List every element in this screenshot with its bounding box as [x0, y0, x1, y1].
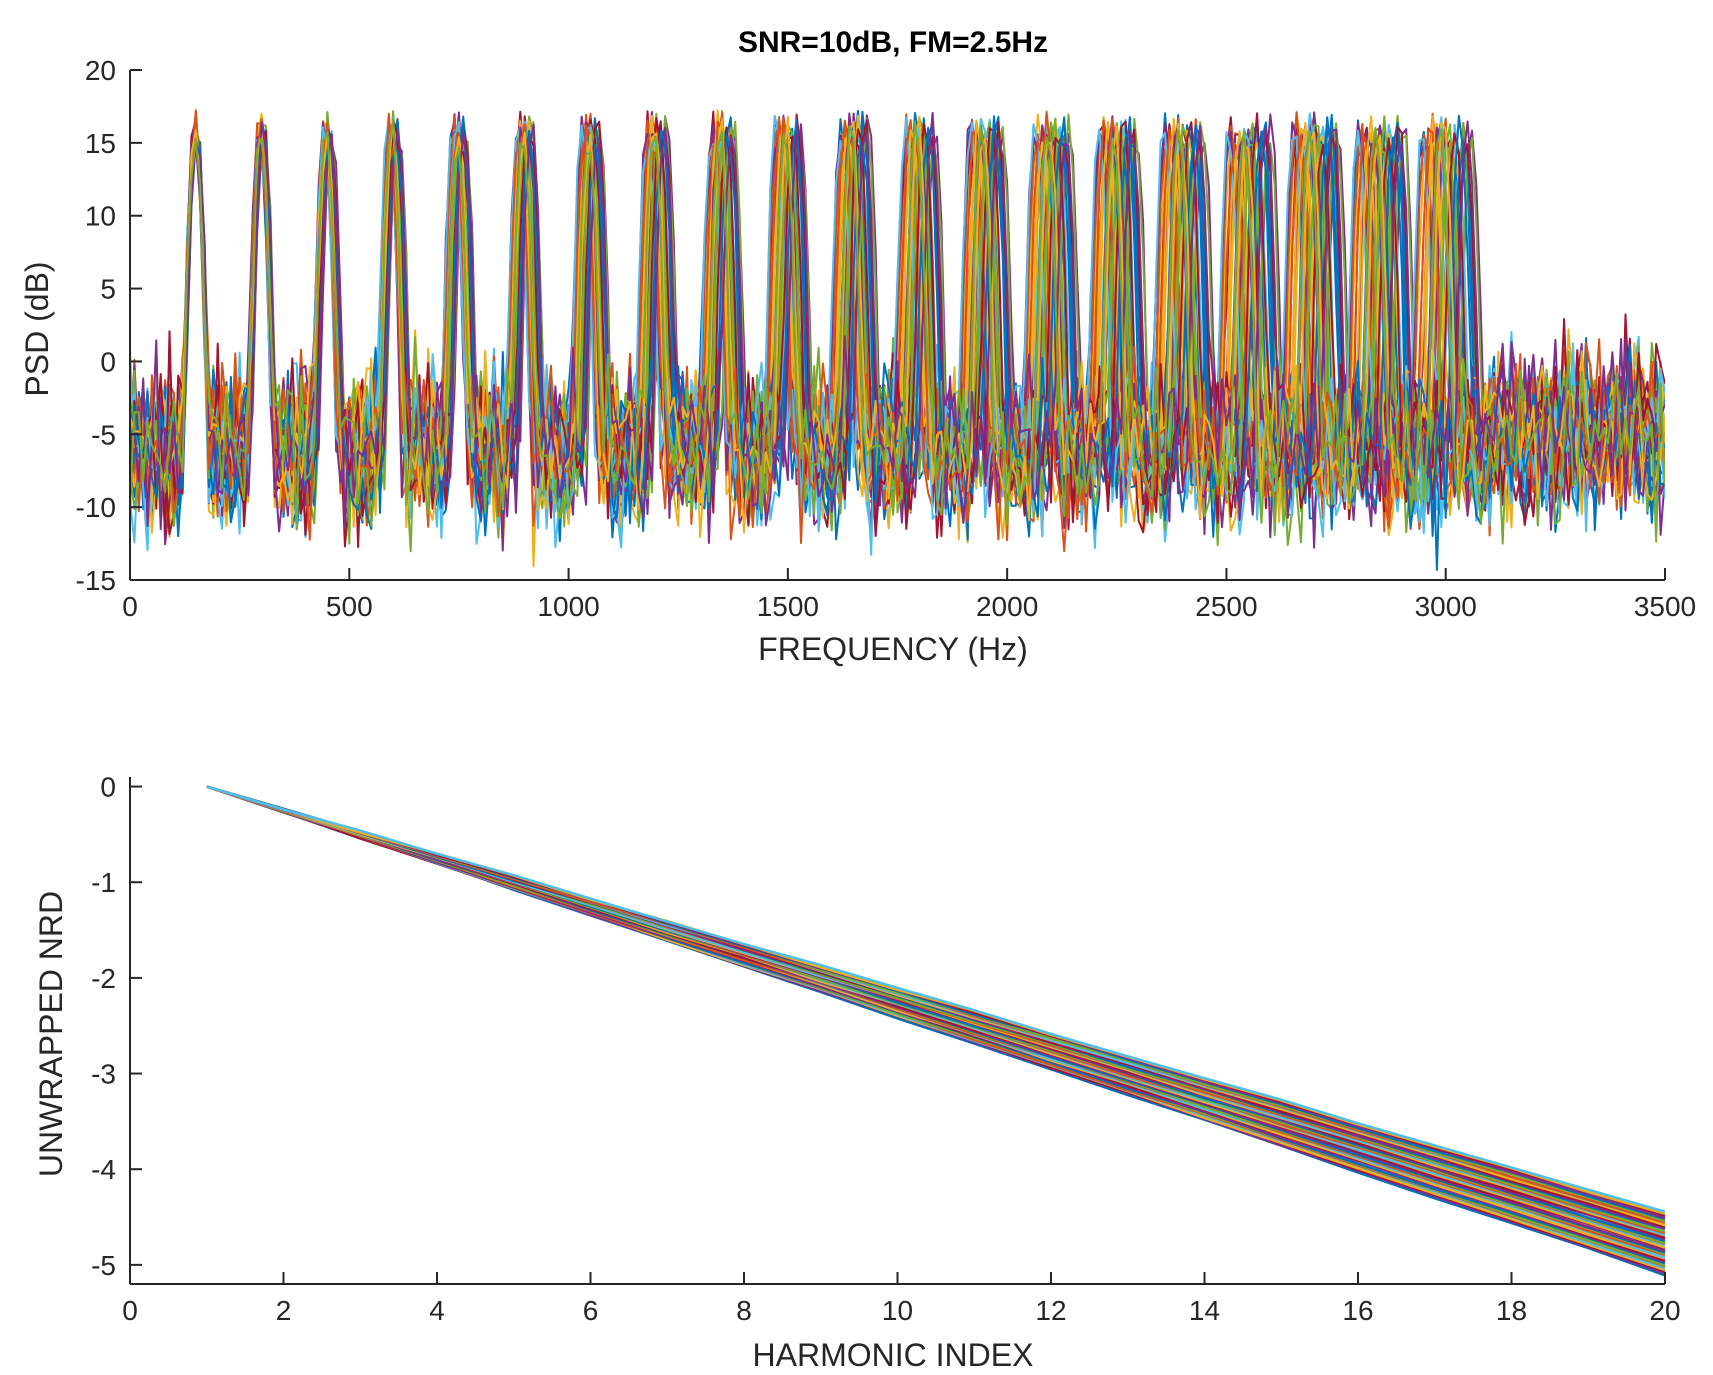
nrd-x-tick-label: 8: [736, 1295, 752, 1326]
psd-x-axis-label: FREQUENCY (Hz): [758, 631, 1028, 667]
psd-series-line: [130, 114, 1665, 530]
psd-x-tick-label: 500: [326, 591, 373, 622]
nrd-y-tick-label: -2: [91, 963, 116, 994]
nrd-x-tick-label: 4: [429, 1295, 445, 1326]
nrd-x-tick-label: 20: [1649, 1295, 1680, 1326]
nrd-y-tick-label: -3: [91, 1059, 116, 1090]
nrd-series-group: [206, 785, 1666, 1277]
psd-series-group: [130, 109, 1665, 571]
nrd-y-axis-label: UNWRAPPED NRD: [33, 891, 69, 1177]
nrd-y-tick-label: -1: [91, 867, 116, 898]
psd-axes: 0 500 1000 1500 2000 2500 3000 3500 -15 -10 -5 0 5 10…: [76, 55, 1697, 622]
psd-y-tick-label: 0: [100, 346, 116, 377]
nrd-x-tick-label: 16: [1342, 1295, 1373, 1326]
nrd-x-tick-label: 12: [1035, 1295, 1066, 1326]
nrd-x-tick-label: 14: [1189, 1295, 1220, 1326]
psd-x-tick-label: 3000: [1415, 591, 1477, 622]
nrd-y-tick-label: -5: [91, 1250, 116, 1281]
psd-y-tick-label: -10: [76, 492, 116, 523]
psd-series-line: [130, 117, 1665, 543]
psd-series-line: [130, 111, 1665, 531]
nrd-x-tick-label: 0: [122, 1295, 138, 1326]
psd-y-tick-label: -15: [76, 565, 116, 596]
psd-x-tick-label: 2000: [976, 591, 1038, 622]
psd-x-tick-label: 3500: [1634, 591, 1696, 622]
psd-x-tick-label: 0: [122, 591, 138, 622]
nrd-series-line: [206, 785, 1666, 1213]
psd-y-tick-label: 5: [100, 274, 116, 305]
nrd-y-tick-label: -4: [91, 1154, 116, 1185]
nrd-axes: 0 2 4 6 8 10 12 14 16 18 20 -5 -4 -3 -2 -1 0: [91, 772, 1680, 1326]
psd-y-tick-label: -5: [91, 419, 116, 450]
psd-x-tick-label: 2500: [1195, 591, 1257, 622]
nrd-x-tick-label: 18: [1496, 1295, 1527, 1326]
psd-y-tick-label: 20: [85, 55, 116, 86]
psd-y-axis-label: PSD (dB): [19, 261, 55, 396]
psd-chart-title: SNR=10dB, FM=2.5Hz: [738, 26, 1048, 59]
psd-y-tick-label: 10: [85, 201, 116, 232]
psd-y-tick-label: 15: [85, 128, 116, 159]
nrd-x-axis-label: HARMONIC INDEX: [753, 1337, 1034, 1373]
nrd-x-tick-label: 6: [583, 1295, 599, 1326]
nrd-x-tick-label: 10: [882, 1295, 913, 1326]
psd-x-tick-label: 1000: [537, 591, 599, 622]
nrd-x-tick-label: 2: [276, 1295, 292, 1326]
psd-x-tick-label: 1500: [757, 591, 819, 622]
nrd-y-tick-label: 0: [100, 772, 116, 803]
